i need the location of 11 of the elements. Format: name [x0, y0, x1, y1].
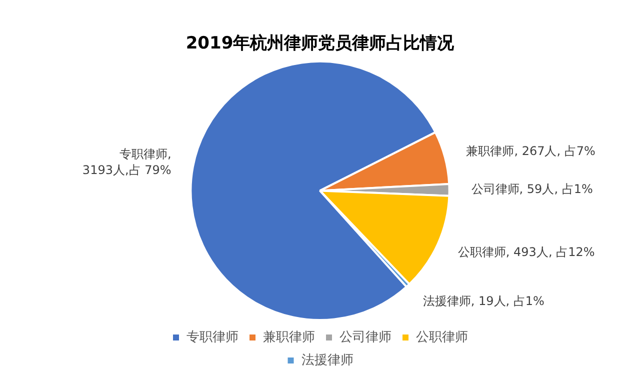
- data-label: 法援律师, 19人, 占1%: [422, 294, 544, 308]
- chart-title: 2019年杭州律师党员律师占比情况: [186, 34, 456, 54]
- legend-label: 公职律师: [416, 330, 468, 345]
- data-label: 公司律师, 59人, 占1%: [471, 182, 593, 196]
- legend-label: 兼职律师: [263, 330, 315, 345]
- data-label: 专职律师, 3193人,占 79%: [82, 147, 172, 178]
- legend-label: 公司律师: [340, 330, 392, 345]
- legend-label: 专职律师: [186, 330, 238, 345]
- data-label: 公职律师, 493人, 占12%: [458, 245, 595, 260]
- data-label: 兼职律师, 267人, 占7%: [466, 144, 596, 158]
- legend-label: 法援律师: [301, 352, 354, 368]
